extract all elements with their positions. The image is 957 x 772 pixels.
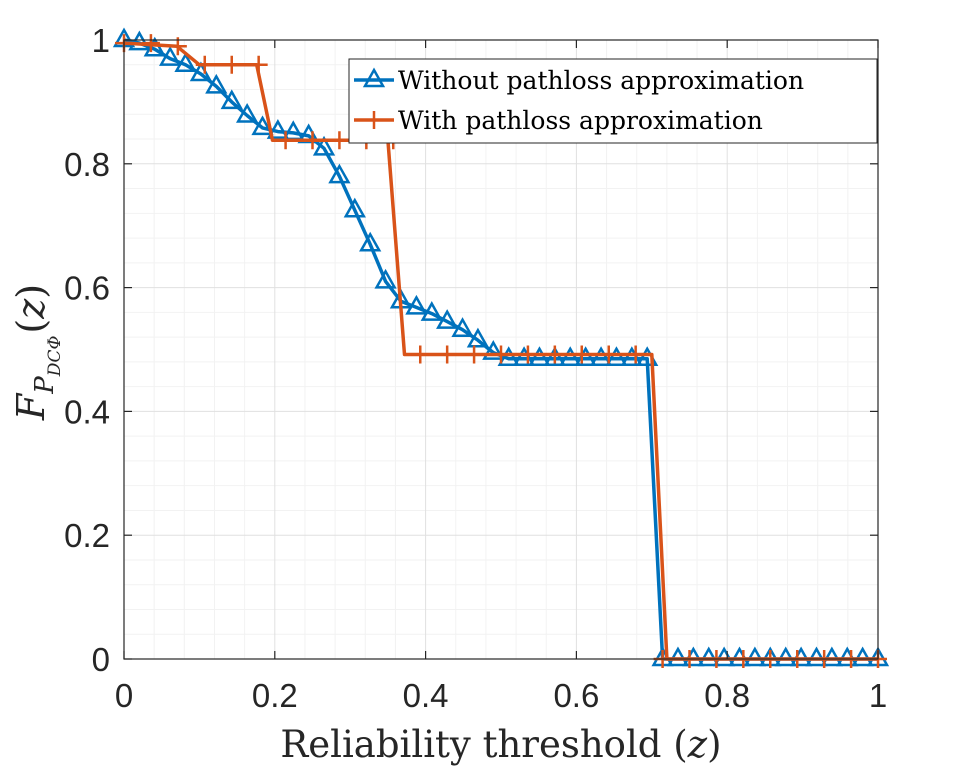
data-point-plus (492, 345, 510, 364)
data-point-triangle (312, 135, 336, 156)
data-point-triangle (712, 646, 736, 667)
data-point-triangle (466, 327, 490, 348)
y-tick-label: 0.4 (64, 393, 110, 430)
legend-entry-without: Without pathloss approximation (354, 66, 804, 95)
x-tick-label: 0 (115, 677, 133, 714)
data-point-plus (195, 55, 214, 74)
data-point-triangle (405, 294, 428, 315)
data-point-plus (599, 345, 618, 364)
series-line-with (123, 41, 878, 661)
data-point-triangle (497, 346, 520, 367)
y-axis-title: FPDCΦ(z) (9, 284, 65, 421)
data-point-triangle (851, 646, 874, 667)
data-point-triangle (235, 102, 259, 123)
data-point-triangle (528, 346, 551, 367)
data-point-triangle (128, 30, 151, 51)
x-axis-title: Reliability threshold (z) (280, 723, 721, 766)
legend-box (348, 58, 878, 144)
data-point-triangle (374, 268, 397, 289)
data-point-triangle (743, 646, 767, 667)
x-tick-label: 0.8 (704, 677, 750, 714)
legend-entry-with: With pathloss approximation (354, 106, 763, 135)
y-tick-label: 0.8 (64, 146, 110, 183)
y-tick-label: 0 (92, 641, 110, 678)
data-point-plus (303, 131, 322, 150)
data-point-triangle (359, 231, 382, 252)
x-tick-label: 0.2 (252, 677, 298, 714)
data-point-triangle (543, 346, 566, 367)
triangle-marker-icon (362, 67, 386, 88)
y-tick-label: 1 (92, 22, 110, 59)
data-point-triangle (559, 346, 582, 367)
data-point-triangle (159, 46, 182, 66)
data-point-triangle (774, 646, 797, 667)
legend-label-with: With pathloss approximation (398, 106, 763, 135)
data-point-plus (249, 55, 268, 74)
data-point-plus (438, 345, 457, 364)
data-point-plus (572, 345, 591, 364)
data-point-triangle (697, 646, 720, 667)
legend: Without pathloss approximation With path… (348, 58, 878, 144)
data-point-plus (545, 345, 564, 364)
data-point-triangle (420, 301, 443, 321)
x-tick-label: 1 (869, 677, 887, 714)
data-point-triangle (605, 346, 628, 367)
x-tick-label: 0.4 (403, 677, 449, 714)
data-point-plus (411, 345, 430, 364)
data-point-triangle (820, 646, 843, 667)
data-point-triangle (220, 89, 243, 110)
data-point-plus (222, 55, 241, 74)
plus-marker-icon (365, 111, 383, 129)
data-point-triangle (482, 340, 505, 360)
data-point-triangle (589, 346, 613, 367)
data-point-triangle (805, 646, 828, 667)
data-point-triangle (436, 309, 459, 329)
data-point-plus (518, 345, 537, 364)
data-point-plus (330, 131, 349, 150)
y-tick-label: 0.2 (64, 517, 110, 554)
data-point-plus (626, 345, 645, 364)
legend-label-without: Without pathloss approximation (398, 66, 804, 95)
data-point-triangle (251, 115, 274, 136)
data-point-triangle (205, 73, 228, 94)
plot-frame (123, 39, 879, 660)
y-tick-label: 0.6 (64, 270, 110, 307)
data-point-triangle (328, 163, 351, 184)
data-point-triangle (174, 52, 197, 73)
data-point-plus (141, 34, 160, 53)
data-point-plus (465, 345, 484, 364)
data-point-triangle (343, 197, 366, 218)
data-point-triangle (666, 646, 690, 667)
data-point-triangle (451, 317, 474, 337)
x-tick-label: 0.6 (553, 677, 599, 714)
data-point-plus (276, 131, 295, 150)
data-point-triangle (266, 119, 290, 139)
